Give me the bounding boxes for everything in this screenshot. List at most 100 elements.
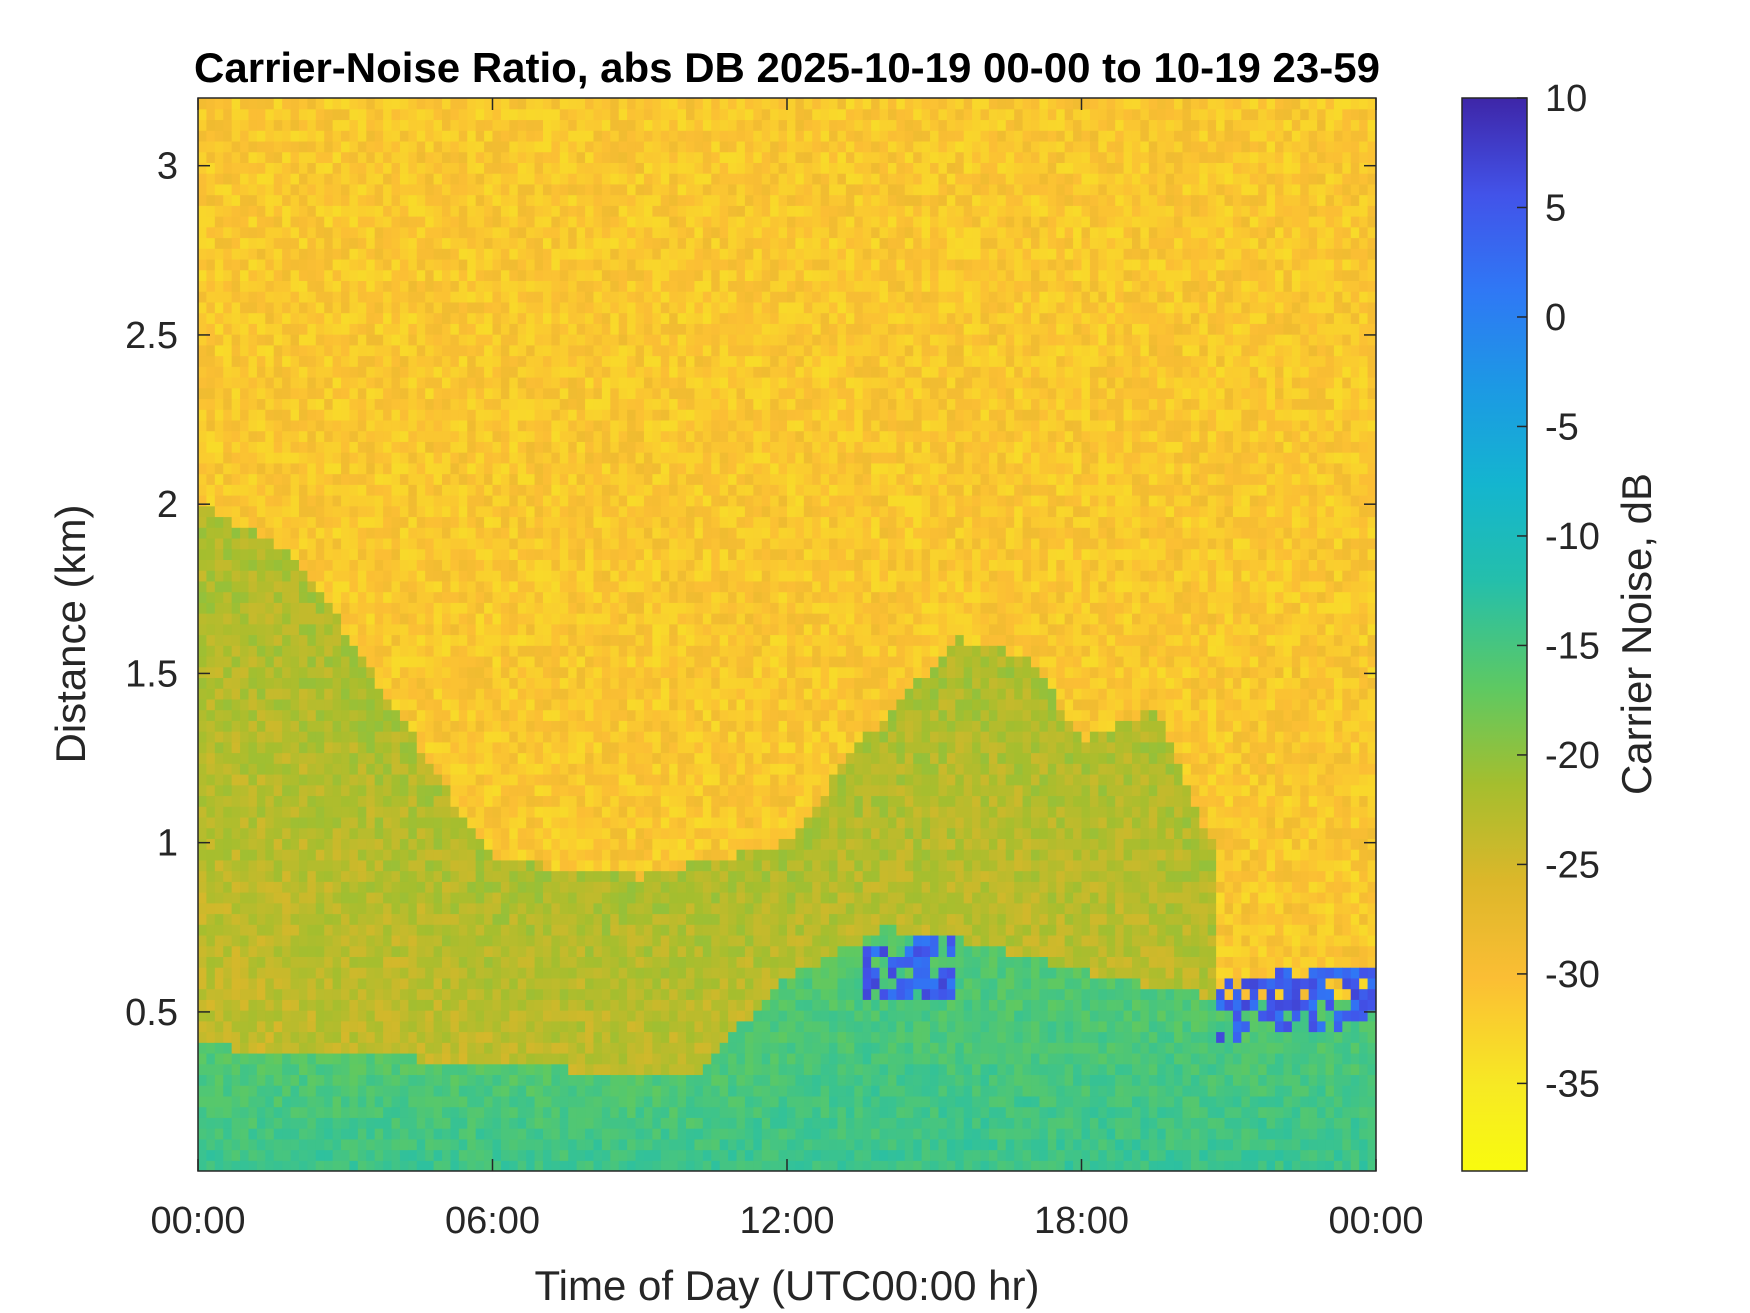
- heatmap-cell: [282, 623, 292, 636]
- heatmap-cell: [601, 1063, 611, 1076]
- heatmap-cell: [475, 570, 485, 582]
- heatmap-cell: [391, 334, 401, 346]
- heatmap-cell: [240, 1128, 250, 1140]
- heatmap-cell: [442, 387, 452, 400]
- heatmap-cell: [206, 999, 216, 1011]
- heatmap-cell: [374, 570, 384, 582]
- heatmap-cell: [198, 162, 208, 174]
- heatmap-cell: [433, 1085, 443, 1097]
- heatmap-cell: [273, 570, 283, 582]
- heatmap-cell: [559, 419, 569, 432]
- heatmap-cell: [534, 731, 544, 743]
- heatmap-cell: [307, 784, 317, 797]
- heatmap-cell: [458, 527, 468, 539]
- heatmap-cell: [374, 1106, 384, 1118]
- heatmap-cell: [231, 205, 241, 217]
- heatmap-cell: [551, 580, 561, 593]
- heatmap-cell: [475, 977, 485, 990]
- heatmap-cell: [585, 559, 595, 571]
- heatmap-cell: [231, 462, 241, 475]
- heatmap-cell: [425, 559, 435, 571]
- heatmap-cell: [593, 1042, 603, 1054]
- heatmap-cell: [484, 999, 494, 1011]
- heatmap-cell: [391, 1010, 401, 1022]
- heatmap-cell: [206, 505, 216, 518]
- heatmap-cell: [324, 698, 334, 711]
- heatmap-cell: [374, 495, 384, 507]
- heatmap-cell: [223, 108, 233, 121]
- heatmap-cell: [349, 580, 359, 593]
- heatmap-cell: [408, 484, 418, 496]
- heatmap-cell: [559, 698, 569, 711]
- heatmap-cell: [458, 291, 468, 303]
- heatmap-cell: [298, 1052, 308, 1065]
- heatmap-cell: [509, 634, 519, 646]
- heatmap-cell: [349, 591, 359, 603]
- heatmap-cell: [399, 537, 409, 550]
- heatmap-cell: [534, 1031, 544, 1043]
- heatmap-cell: [585, 516, 595, 528]
- heatmap-cell: [374, 1052, 384, 1065]
- heatmap-cell: [349, 344, 359, 357]
- heatmap-cell: [576, 548, 586, 560]
- heatmap-cell: [450, 1106, 460, 1118]
- heatmap-cell: [223, 977, 233, 990]
- heatmap-cell: [214, 334, 224, 346]
- heatmap-cell: [610, 1010, 620, 1022]
- heatmap-cell: [568, 559, 578, 571]
- heatmap-cell: [551, 741, 561, 754]
- heatmap-cell: [248, 956, 258, 968]
- heatmap-cell: [374, 484, 384, 496]
- heatmap-cell: [315, 988, 325, 1000]
- heatmap-cell: [399, 1010, 409, 1022]
- heatmap-cell: [517, 151, 527, 163]
- heatmap-cell: [248, 902, 258, 915]
- heatmap-cell: [273, 226, 283, 239]
- heatmap-cell: [265, 623, 275, 636]
- heatmap-cell: [256, 902, 266, 915]
- heatmap-cell: [374, 441, 384, 453]
- heatmap-cell: [366, 1042, 376, 1054]
- heatmap-cell: [223, 527, 233, 539]
- heatmap-cell: [231, 344, 241, 357]
- heatmap-cell: [240, 366, 250, 378]
- heatmap-cell: [593, 1052, 603, 1065]
- heatmap-cell: [324, 216, 334, 228]
- heatmap-cell: [315, 1052, 325, 1065]
- heatmap-cell: [282, 130, 292, 142]
- heatmap-cell: [231, 334, 241, 346]
- heatmap-cell: [383, 1085, 393, 1097]
- heatmap-cell: [585, 838, 595, 850]
- heatmap-cell: [593, 1031, 603, 1043]
- heatmap-cell: [416, 269, 426, 282]
- heatmap-cell: [568, 462, 578, 475]
- heatmap-cell: [425, 248, 435, 260]
- heatmap-cell: [366, 795, 376, 807]
- heatmap-cell: [517, 301, 527, 314]
- heatmap-cell: [492, 698, 502, 711]
- heatmap-cell: [408, 140, 418, 153]
- heatmap-cell: [585, 591, 595, 603]
- heatmap-cell: [391, 398, 401, 410]
- heatmap-cell: [484, 559, 494, 571]
- heatmap-cell: [273, 130, 283, 142]
- heatmap-cell: [408, 849, 418, 861]
- heatmap-cell: [585, 988, 595, 1000]
- heatmap-cell: [214, 205, 224, 217]
- heatmap-cell: [223, 130, 233, 142]
- heatmap-cell: [290, 634, 300, 646]
- heatmap-cell: [383, 1106, 393, 1118]
- heatmap-cell: [341, 162, 351, 174]
- heatmap-cell: [484, 548, 494, 560]
- heatmap-cell: [551, 269, 561, 282]
- heatmap-cell: [526, 570, 536, 582]
- heatmap-cell: [601, 902, 611, 915]
- heatmap-cell: [240, 516, 250, 528]
- heatmap-cell: [349, 1085, 359, 1097]
- heatmap-cell: [509, 1160, 519, 1171]
- heatmap-cell: [526, 677, 536, 689]
- heatmap-cell: [534, 816, 544, 829]
- heatmap-cell: [223, 698, 233, 711]
- heatmap-cell: [585, 419, 595, 432]
- heatmap-cell: [601, 591, 611, 603]
